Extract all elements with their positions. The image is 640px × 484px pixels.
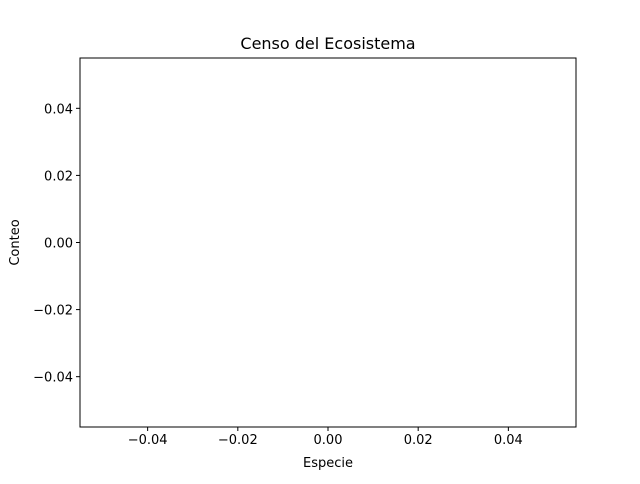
x-tick-label: −0.04: [128, 433, 168, 448]
y-axis-label: Conteo: [8, 219, 23, 265]
y-axis-ticks: −0.04 −0.02 0.00 0.02 0.04: [33, 102, 80, 386]
x-axis-ticks: −0.04 −0.02 0.00 0.02 0.04: [128, 427, 523, 448]
y-tick-label: 0.02: [44, 169, 73, 184]
y-tick-label: −0.04: [33, 371, 73, 386]
plot-frame: [79, 57, 577, 428]
x-tick-label: 0.00: [314, 433, 343, 448]
chart-title: Censo del Ecosistema: [240, 34, 415, 53]
x-tick-label: 0.02: [404, 433, 433, 448]
y-tick-label: −0.02: [33, 304, 73, 319]
x-tick-label: 0.04: [494, 433, 523, 448]
x-axis-label: Especie: [303, 456, 353, 471]
y-tick-label: 0.04: [44, 102, 73, 117]
x-tick-label: −0.02: [218, 433, 258, 448]
y-tick-label: 0.00: [44, 237, 73, 252]
